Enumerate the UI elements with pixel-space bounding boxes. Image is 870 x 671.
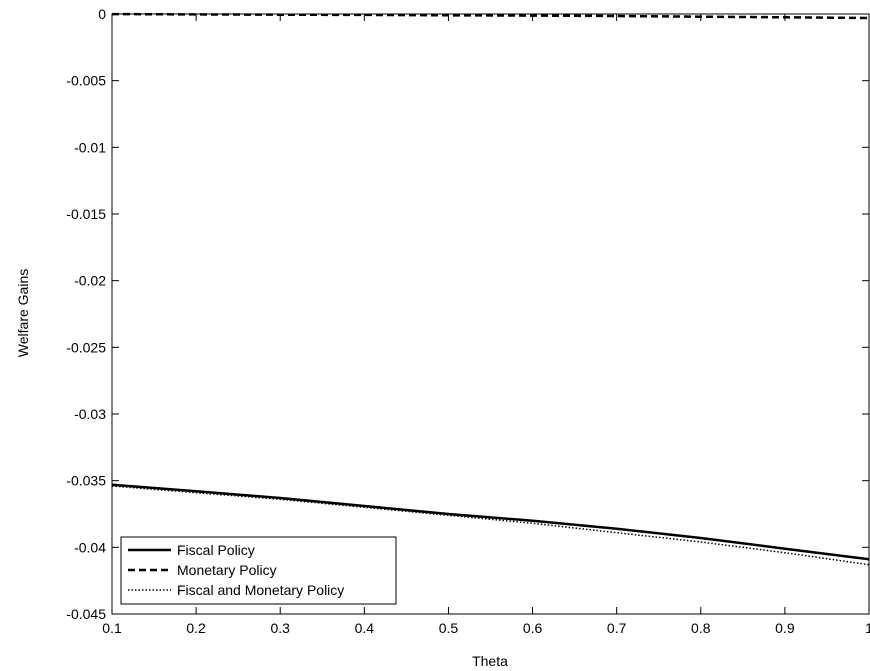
legend-label-1: Fiscal Policy [177, 542, 255, 558]
series-lines [111, 12, 870, 566]
legend-label-3: Fiscal and Monetary Policy [177, 582, 344, 598]
x-axis-label: Theta [472, 653, 508, 669]
y-tick-label: -0.005 [66, 73, 106, 89]
y-tick-label: -0.035 [66, 473, 106, 489]
axis-ticks: 0.1 0.2 0.3 0.4 0.5 0.6 0.7 0.8 0.9 1 0 -0.005 -0.01… [66, 6, 870, 636]
y-tick-label: -0.04 [74, 539, 106, 555]
x-tick-label: 0.9 [775, 620, 795, 636]
x-tick-label: 0.6 [523, 620, 543, 636]
y-tick-label: -0.01 [74, 139, 106, 155]
x-tick-label: 0.7 [607, 620, 627, 636]
plot-area [111, 13, 870, 615]
x-tick-label: 0.2 [186, 620, 206, 636]
y-tick-label: -0.045 [66, 606, 106, 622]
series-line-2 [111, 12, 870, 20]
plot-frame [111, 13, 870, 615]
y-tick-label: -0.03 [74, 406, 106, 422]
series-line-1 [111, 483, 870, 561]
x-tick-label: 0.1 [102, 620, 122, 636]
x-tick-label: 0.5 [439, 620, 459, 636]
y-tick-label: -0.02 [74, 273, 106, 289]
legend-label-2: Monetary Policy [177, 562, 277, 578]
y-tick-label: 0 [98, 6, 106, 22]
y-axis-label: Welfare Gains [15, 269, 31, 357]
legend: Fiscal Policy Monetary Policy Fiscal and M… [120, 536, 397, 605]
y-tick-label: -0.025 [66, 339, 106, 355]
x-tick-label: 0.4 [355, 620, 375, 636]
x-tick-label: 1 [865, 620, 870, 636]
x-tick-label: 0.3 [270, 620, 290, 636]
y-tick-label: -0.015 [66, 206, 106, 222]
series-line-3 [111, 485, 870, 566]
x-tick-label: 0.8 [691, 620, 711, 636]
